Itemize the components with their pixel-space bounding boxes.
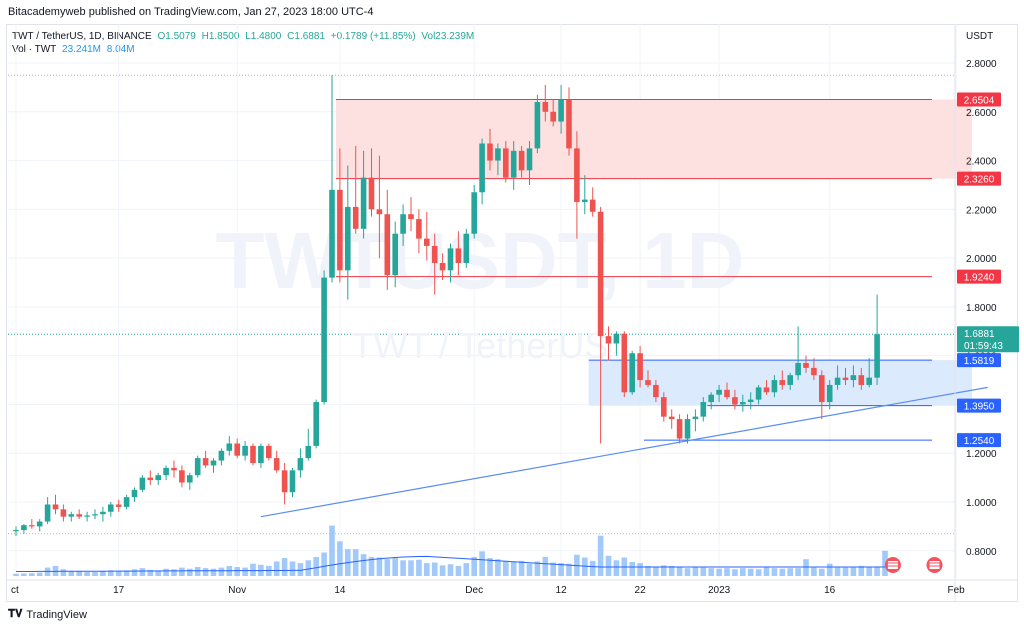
footer: 𝐓𝐕 TradingView [8, 608, 87, 621]
legend-volume-row: Vol · TWT 23.241M 8.04M [12, 43, 477, 56]
footer-brand[interactable]: TradingView [26, 608, 87, 621]
legend-high: H1.8500 [201, 31, 240, 42]
legend-change: +0.1789 (+11.85%) [330, 31, 416, 42]
legend-vol-label[interactable]: Vol · TWT [12, 44, 57, 55]
legend-open: O1.5079 [157, 31, 196, 42]
publisher-attribution: Bitacademyweb published on TradingView.c… [8, 6, 374, 18]
legend-volume: Vol23.239M [421, 31, 475, 42]
legend-close: C1.6881 [287, 31, 325, 42]
chart-frame [6, 24, 1018, 602]
chart-legend: TWT / TetherUS, 1D, BINANCE O1.5079 H1.8… [12, 30, 477, 56]
legend-price-row: TWT / TetherUS, 1D, BINANCE O1.5079 H1.8… [12, 30, 477, 43]
legend-symbol[interactable]: TWT / TetherUS, 1D, BINANCE [12, 31, 152, 42]
tradingview-logo-icon: 𝐓𝐕 [8, 608, 23, 620]
legend-low: L1.4800 [245, 31, 282, 42]
legend-vol-value-1: 23.241M [62, 44, 101, 55]
legend-vol-value-2: 8.04M [106, 44, 135, 55]
